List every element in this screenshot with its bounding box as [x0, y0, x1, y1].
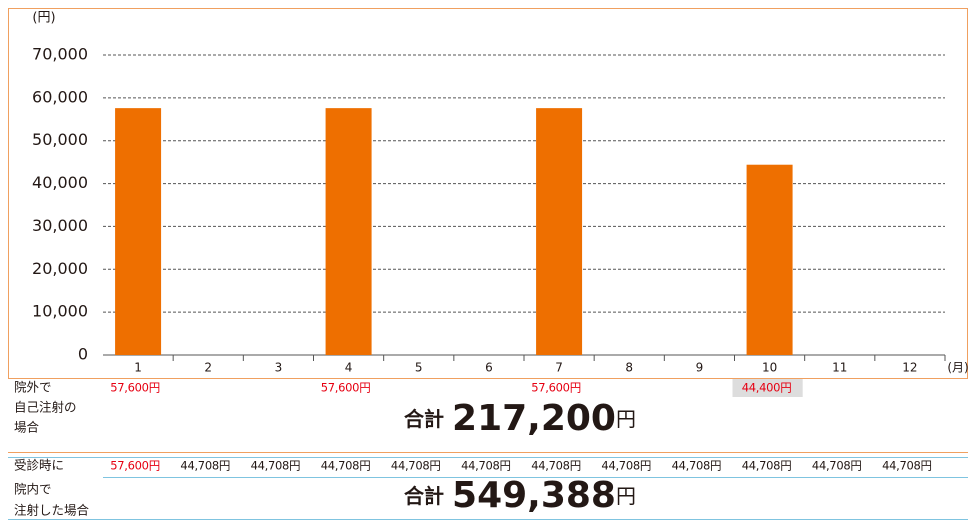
cell-value: 44,708円	[531, 459, 581, 473]
total-unit: 円	[616, 484, 636, 508]
x-unit: (月)	[947, 361, 968, 375]
cell-value: 44,708円	[391, 459, 441, 473]
cell-value: 57,600円	[110, 381, 160, 395]
y-tick-label: 70,000	[32, 45, 88, 64]
cell-value: 44,708円	[742, 459, 792, 473]
total: 合計 549,388円	[404, 475, 636, 516]
x-tick-label: 6	[485, 361, 493, 375]
cell-value: 44,400円	[742, 381, 792, 395]
x-tick-label: 7	[555, 361, 563, 375]
cell-value: 44,708円	[601, 459, 651, 473]
row-label: 場合	[14, 420, 40, 435]
bar	[746, 164, 793, 355]
total-prefix: 合計	[404, 484, 444, 508]
cell-value: 44,708円	[180, 459, 230, 473]
row-label: 注射した場合	[14, 503, 90, 518]
cell-highlight	[732, 379, 803, 397]
total-prefix: 合計	[404, 407, 444, 431]
x-tick-label: 3	[275, 361, 283, 375]
total-value: 217,200	[452, 398, 616, 439]
cell-value: 57,600円	[110, 459, 160, 473]
y-tick-label: 20,000	[32, 259, 88, 278]
cell-value: 57,600円	[531, 381, 581, 395]
y-unit: (円)	[32, 11, 55, 26]
cell-value: 44,708円	[812, 459, 862, 473]
total-value: 549,388	[452, 475, 616, 516]
cell-value: 44,708円	[461, 459, 511, 473]
y-tick-label: 60,000	[32, 87, 88, 106]
x-tick-label: 5	[415, 361, 423, 375]
row-label: 院外で	[14, 380, 52, 395]
cell-value: 57,600円	[321, 381, 371, 395]
y-tick-label: 40,000	[32, 173, 88, 192]
x-tick-label: 11	[832, 361, 847, 375]
y-tick-label: 30,000	[32, 216, 88, 235]
total: 合計 217,200円	[404, 398, 636, 439]
chart-frame	[8, 8, 968, 379]
bar	[325, 108, 372, 356]
cell-value: 44,708円	[321, 459, 371, 473]
cell-value: 44,708円	[251, 459, 301, 473]
total-unit: 円	[616, 407, 636, 431]
x-tick-label: 4	[345, 361, 353, 375]
x-tick-label: 9	[696, 361, 704, 375]
row-label: 院内で	[14, 482, 52, 497]
row-label: 自己注射の	[14, 400, 77, 415]
x-tick-label: 8	[625, 361, 633, 375]
x-tick-label: 10	[762, 361, 777, 375]
y-tick-label: 0	[78, 345, 88, 364]
y-tick-label: 10,000	[32, 302, 88, 321]
cell-value: 44,708円	[672, 459, 722, 473]
bar	[115, 108, 162, 356]
bar	[536, 108, 583, 356]
cell-value: 44,708円	[882, 459, 932, 473]
x-tick-label: 12	[902, 361, 917, 375]
row-label: 受診時に	[14, 458, 64, 473]
x-tick-label: 1	[134, 361, 142, 375]
y-tick-label: 50,000	[32, 130, 88, 149]
x-tick-label: 2	[204, 361, 212, 375]
